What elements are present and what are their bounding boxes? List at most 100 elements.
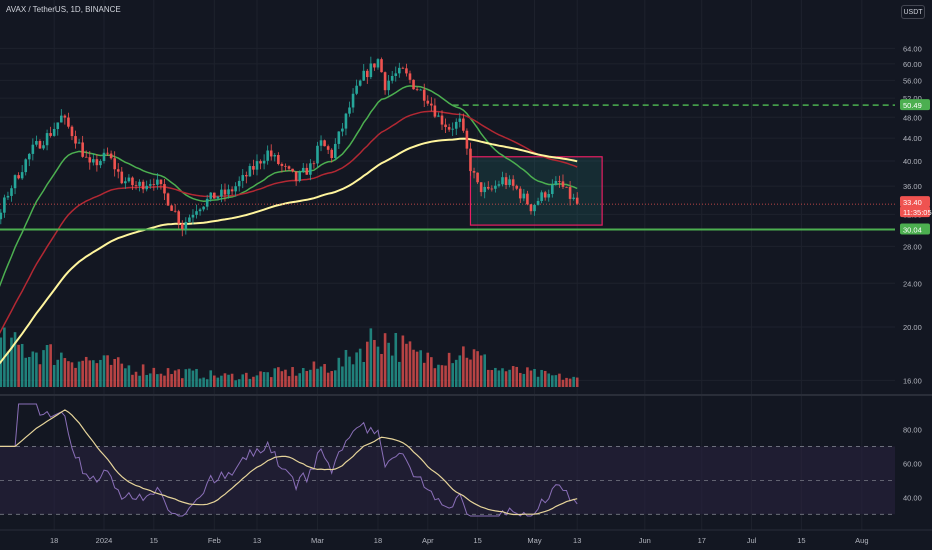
- volume-bar: [316, 368, 319, 387]
- volume-bar: [88, 360, 92, 387]
- candle-body: [273, 155, 277, 157]
- volume-bar: [501, 368, 504, 387]
- volume-bar: [547, 373, 551, 387]
- volume-bar: [163, 375, 166, 387]
- volume-bar: [60, 352, 63, 387]
- volume-bar: [81, 360, 84, 387]
- candle-body: [156, 179, 159, 185]
- candle-body: [387, 80, 390, 91]
- last-price-label-bg: [900, 196, 930, 208]
- candle-body: [27, 153, 31, 160]
- currency-button[interactable]: USDT: [901, 5, 925, 19]
- candle-body: [533, 204, 536, 212]
- rsi-line: [0, 403, 578, 517]
- symbol-header: AVAX / TetherUS, 1D, BINANCE: [6, 5, 121, 14]
- volume-bar: [202, 377, 205, 387]
- candle-body: [248, 166, 252, 177]
- volume-bar: [156, 374, 159, 387]
- candle-body: [60, 115, 63, 123]
- candle-body: [426, 100, 430, 104]
- candle-body: [433, 105, 437, 117]
- candle-body: [252, 166, 255, 170]
- candle-body: [390, 75, 394, 81]
- candle-body: [6, 195, 10, 198]
- candle-body: [554, 180, 558, 185]
- volume-bar: [188, 368, 191, 387]
- candle-body: [294, 171, 298, 181]
- candle-body: [13, 175, 17, 189]
- volume-bar: [479, 355, 483, 387]
- volume-bar: [412, 349, 415, 387]
- volume-bar: [333, 370, 337, 387]
- range-box-rect: [469, 156, 603, 226]
- candle-body: [10, 188, 13, 196]
- volume-bar: [287, 376, 291, 387]
- volume-bar: [255, 375, 259, 387]
- ema-line-20: [0, 85, 578, 287]
- time-tick-label: 15: [150, 536, 158, 545]
- volume-bar: [365, 341, 369, 387]
- candle-body: [234, 186, 237, 192]
- candle-body: [92, 159, 95, 163]
- candle-body: [74, 136, 77, 144]
- volume-bar: [13, 332, 17, 387]
- volume-bar: [216, 377, 220, 387]
- volume-bar: [184, 369, 188, 387]
- candle-body: [326, 146, 330, 150]
- candle-body: [188, 217, 191, 222]
- volume-bar: [454, 359, 458, 387]
- volume-bar: [398, 361, 401, 387]
- candle-body: [148, 184, 152, 186]
- candle-body: [52, 128, 56, 136]
- price-tick-label: 36.00: [903, 182, 922, 191]
- time-tick-label: Mar: [311, 536, 324, 545]
- volume-bar: [6, 351, 10, 387]
- volume-bar: [106, 355, 109, 387]
- volume-bar: [558, 373, 561, 387]
- candle-body: [494, 185, 497, 189]
- volume-bar: [561, 379, 565, 387]
- candle-body: [330, 149, 334, 159]
- volume-bar: [198, 378, 202, 387]
- candle-body: [412, 79, 415, 90]
- volume-bar: [145, 374, 148, 387]
- volume-bar: [134, 371, 138, 387]
- volume-bar: [113, 358, 116, 387]
- range-box[interactable]: [469, 156, 603, 226]
- volume-bar: [92, 360, 95, 387]
- candle-body: [42, 145, 45, 149]
- ema-line-50: [0, 110, 578, 335]
- candle-body: [454, 121, 458, 129]
- volume-bar: [472, 349, 476, 387]
- candle-body: [287, 166, 291, 169]
- candle-body: [444, 124, 447, 128]
- candle-body: [81, 142, 84, 157]
- volume-bar: [42, 350, 45, 387]
- volume-bar: [38, 364, 42, 387]
- candle-body: [405, 68, 408, 74]
- volume-bar: [511, 366, 515, 387]
- candle-body: [202, 206, 205, 210]
- candle-body: [67, 117, 70, 127]
- volume-bar: [280, 371, 284, 387]
- candle-body: [20, 172, 24, 179]
- time-tick-label: Feb: [208, 536, 221, 545]
- volume-bar: [152, 367, 156, 387]
- price-tick-label: 28.00: [903, 242, 922, 251]
- volume-bar: [99, 359, 102, 387]
- price-tick-label: 24.00: [903, 279, 922, 288]
- candle-body: [45, 133, 49, 146]
- horizontal-levels[interactable]: [0, 104, 895, 231]
- candle-body: [113, 158, 116, 170]
- volume-bar: [337, 357, 341, 387]
- candle-body: [504, 177, 508, 186]
- candle-body: [341, 128, 344, 132]
- volume-bar: [351, 364, 355, 387]
- volume-bar: [266, 372, 269, 387]
- candle-body: [558, 180, 561, 182]
- volume-bar: [444, 365, 447, 387]
- volume-bar: [362, 362, 366, 387]
- volume-bar: [422, 362, 426, 387]
- volume-bar: [508, 369, 511, 387]
